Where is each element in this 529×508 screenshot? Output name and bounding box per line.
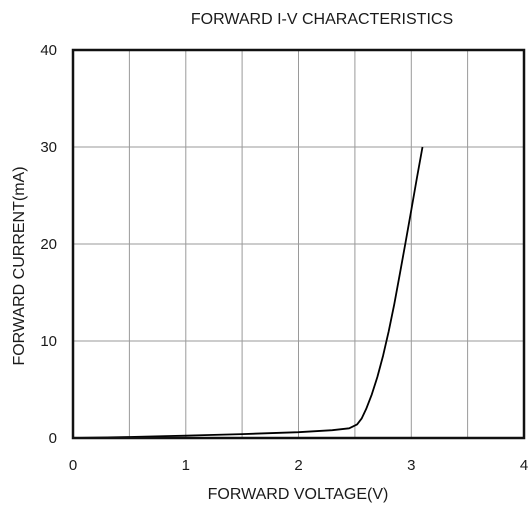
grid-layer	[73, 50, 524, 438]
x-axis-label: FORWARD VOLTAGE(V)	[208, 486, 389, 503]
chart-title: FORWARD I-V CHARACTERISTICS	[191, 11, 453, 28]
y-tick-label: 30	[40, 139, 57, 156]
x-tick-labels: 0 1 2 3 4	[69, 457, 528, 474]
x-tick-label: 3	[407, 457, 415, 474]
x-tick-label: 1	[182, 457, 190, 474]
x-tick-label: 2	[294, 457, 302, 474]
y-tick-label: 10	[40, 333, 57, 350]
y-tick-label: 40	[40, 42, 57, 59]
y-tick-label: 20	[40, 236, 57, 253]
x-tick-label: 4	[520, 457, 528, 474]
plot-frame	[71, 48, 526, 440]
y-tick-label: 0	[49, 430, 57, 447]
iv-curve-line	[72, 146, 424, 439]
y-axis-label: FORWARD CURRENT(mA)	[11, 166, 28, 365]
curve-layer	[72, 146, 424, 439]
y-tick-labels: 0 10 20 30 40	[40, 42, 57, 447]
x-tick-label: 0	[69, 457, 77, 474]
